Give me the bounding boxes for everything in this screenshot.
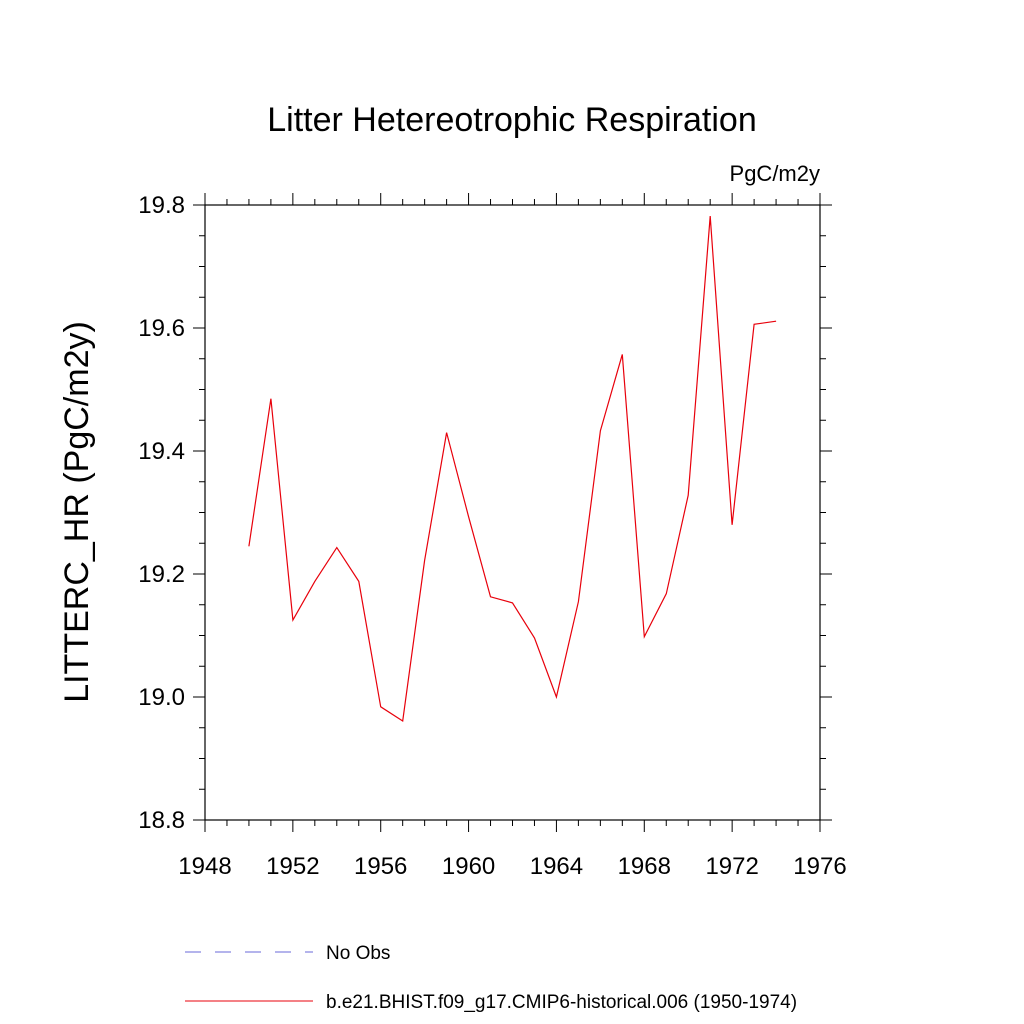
y-tick-label: 19.2 — [138, 561, 185, 588]
plot-frame — [204, 204, 821, 821]
series-layer — [248, 216, 777, 723]
x-tick-label: 1976 — [793, 853, 846, 880]
axis-ticks — [193, 193, 832, 832]
y-tick-label: 19.4 — [138, 438, 185, 465]
y-tick-label: 19.0 — [138, 684, 185, 711]
x-tick-label: 1952 — [266, 853, 319, 880]
y-tick-label: 19.6 — [138, 315, 185, 342]
x-tick-label: 1948 — [178, 853, 231, 880]
series-line-0 — [248, 216, 777, 723]
y-axis-label: LITTERC_HR (PgC/m2y) — [58, 321, 96, 703]
y-tick-label: 19.8 — [138, 192, 185, 219]
x-tick-label: 1968 — [618, 853, 671, 880]
x-tick-label: 1972 — [705, 853, 758, 880]
legend-label: No Obs — [326, 943, 390, 964]
y-tick-label: 18.8 — [138, 807, 185, 834]
legend-label: b.e21.BHIST.f09_g17.CMIP6-historical.006… — [326, 992, 797, 1013]
tick-labels: 1948 1952 1956 1960 1964 1968 1972 1976 18.8 19.0… — [138, 192, 846, 880]
chart-title: Litter Hetereotrophic Respiration — [267, 101, 756, 139]
x-tick-label: 1964 — [530, 853, 583, 880]
units-label: PgC/m2y — [730, 161, 820, 186]
legend: No Obs b.e21.BHIST.f09_g17.CMIP6-historic… — [185, 943, 797, 1013]
x-tick-label: 1960 — [442, 853, 495, 880]
x-tick-label: 1956 — [354, 853, 407, 880]
